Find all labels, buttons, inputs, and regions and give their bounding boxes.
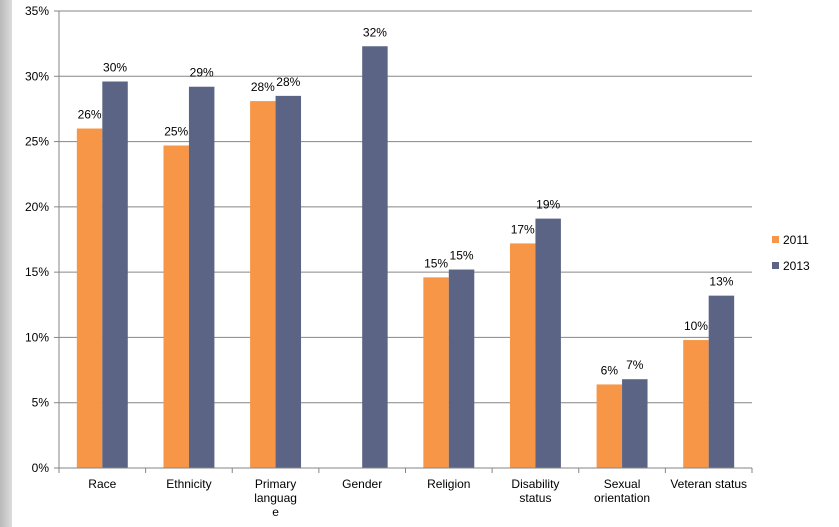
bar-2011 — [596, 384, 623, 468]
y-tick-label: 35% — [25, 4, 49, 18]
bar-2011 — [509, 243, 536, 468]
x-tick-label: Ethnicity — [166, 477, 211, 491]
data-label: 7% — [626, 358, 644, 372]
data-label: 19% — [536, 198, 560, 212]
x-tick-label: Religion — [427, 477, 470, 491]
data-label: 29% — [190, 66, 214, 80]
y-tick-label: 25% — [25, 135, 49, 149]
data-label: 15% — [424, 256, 448, 270]
x-tick-label: Sexual orientation — [594, 477, 650, 505]
legend-label: 2011 — [783, 233, 809, 247]
data-label: 28% — [276, 75, 300, 89]
legend-swatch-2011 — [772, 236, 779, 243]
y-tick-label: 5% — [32, 396, 50, 410]
bar-2011 — [250, 101, 276, 468]
y-tick-label: 30% — [25, 69, 49, 83]
data-label: 32% — [363, 25, 387, 39]
legend-swatch-2013 — [772, 262, 779, 269]
bar-2011 — [423, 277, 449, 468]
bar-2013 — [362, 46, 388, 469]
data-label: 26% — [78, 108, 102, 122]
bar-2013 — [535, 218, 561, 468]
data-label: 17% — [511, 222, 535, 236]
bar-2011 — [163, 145, 189, 468]
bar-2013 — [188, 86, 215, 468]
x-tick-label: Disability status — [511, 477, 559, 505]
y-tick-label: 10% — [25, 330, 49, 344]
bar-2013 — [102, 81, 128, 468]
data-label: 10% — [684, 319, 708, 333]
bar-2011 — [76, 128, 103, 468]
data-label: 13% — [709, 275, 733, 289]
x-tick-label: Veteran status — [670, 477, 747, 491]
x-tick-label: Race — [88, 477, 116, 491]
data-label: 28% — [251, 80, 275, 94]
x-tick-label: Gender — [342, 477, 382, 491]
window-edge — [0, 0, 12, 527]
legend-label: 2013 — [783, 259, 810, 273]
bar-2013 — [275, 95, 302, 468]
bar-2013 — [448, 269, 475, 468]
y-tick-label: 15% — [25, 265, 49, 279]
data-label: 30% — [103, 61, 127, 75]
bar-2013 — [708, 295, 735, 468]
data-label: 6% — [601, 363, 619, 377]
data-label: 25% — [164, 124, 188, 138]
y-tick-label: 20% — [25, 200, 49, 214]
x-tick-label: Primary languag e — [254, 477, 297, 519]
y-tick-label: 0% — [32, 461, 50, 475]
bar-2011 — [683, 340, 709, 468]
bar-2013 — [622, 379, 648, 468]
data-label: 15% — [450, 249, 474, 263]
